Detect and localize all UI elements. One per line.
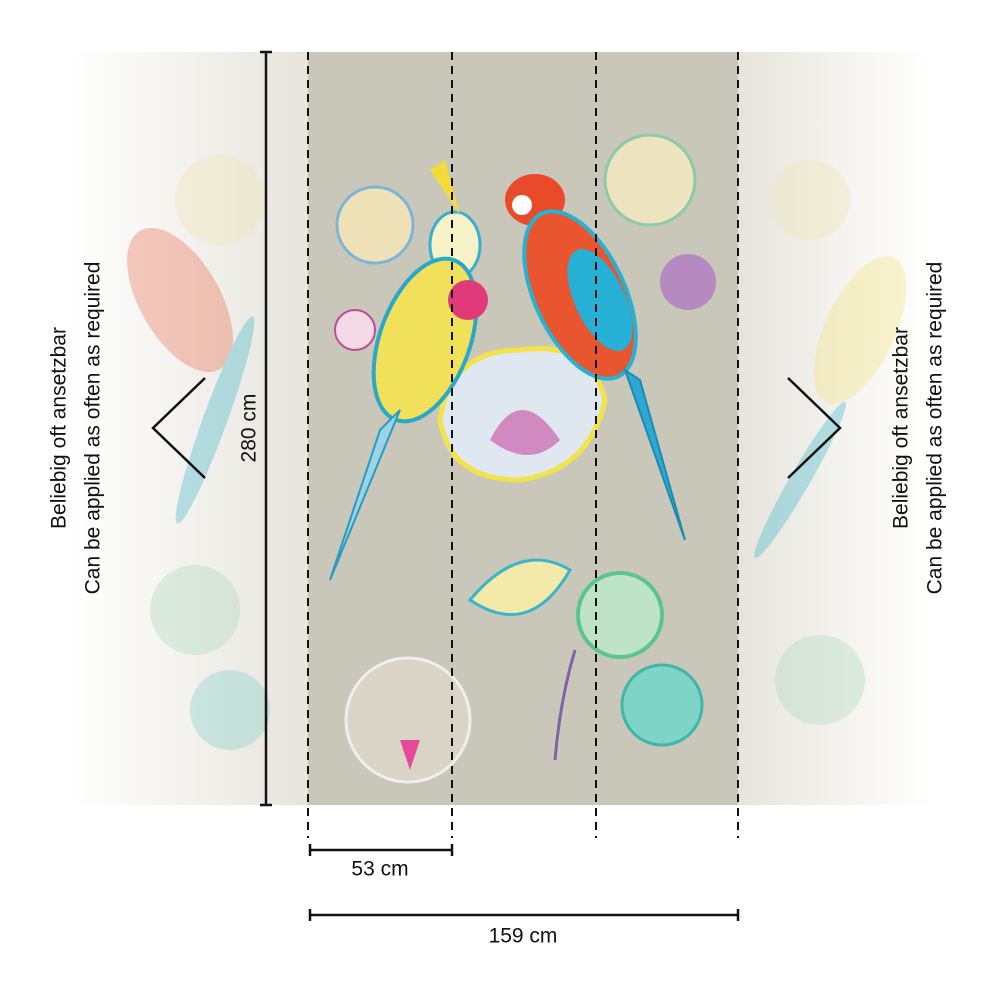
faded-motifs [127,155,907,750]
note-text: Beliebig oft ansetzbar [890,327,913,529]
total-width-label: 159 cm [489,925,558,948]
motifs [329,133,716,784]
faded-left [70,52,308,805]
note-text: Can be applied as often as required [924,262,947,595]
right-arrow [787,377,842,479]
left-arrow [151,377,206,479]
panel-width-label: 53 cm [351,858,408,881]
note-text: Beliebig oft ansetzbar [48,327,71,529]
dimensions: 280 cm 53 cm 159 cm Beliebig oft ansetzb… [48,50,947,948]
faded-right [738,52,930,805]
height-label: 280 cm [238,394,261,463]
note-text: Can be applied as often as required [82,262,105,595]
wallpaper [70,52,930,805]
